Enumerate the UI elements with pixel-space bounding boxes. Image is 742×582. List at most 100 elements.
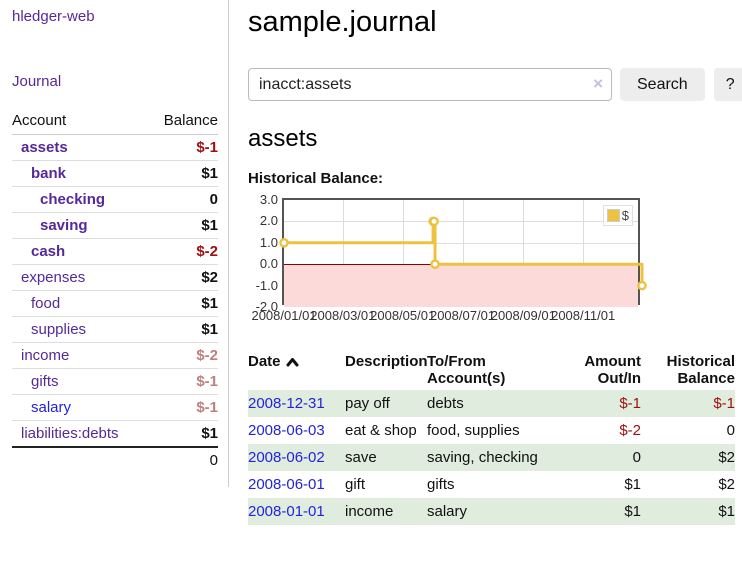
y-tick-label: 3.0	[259, 192, 278, 207]
account-cell: food	[12, 290, 115, 317]
account-row: assets $-1	[12, 135, 218, 161]
account-balance: $1	[115, 212, 218, 239]
account-row: checking 0	[12, 186, 218, 213]
account-link[interactable]: supplies	[31, 321, 87, 338]
data-point-marker	[429, 216, 439, 227]
transaction-description: save	[345, 449, 377, 466]
account-cell: expenses	[12, 264, 115, 291]
search-bar: × Search ?	[248, 68, 742, 101]
chart-plot-column: $ 2008/01/01 2008/03/01 2008/05/01 2008/07/…	[251, 198, 647, 326]
account-cell: checking	[12, 186, 115, 213]
gridline-vertical	[403, 200, 404, 303]
gridline-vertical	[343, 200, 344, 303]
chart-title: Historical Balance:	[248, 170, 384, 187]
gridline-vertical	[463, 200, 464, 303]
account-row: salary $-1	[12, 394, 218, 421]
account-link[interactable]: bank	[31, 165, 67, 182]
transaction-date-link[interactable]: 2008-01-01	[248, 503, 325, 520]
main-content: sample.journal × Search ? assets Histori…	[229, 0, 742, 525]
transaction-row: 2008-06-03 eat & shop food, supplies $-2 0	[248, 417, 735, 444]
account-link[interactable]: expenses	[21, 269, 86, 286]
transaction-date-cell: 2008-06-03	[248, 417, 345, 444]
account-row: bank $1	[12, 160, 218, 187]
x-tick-label: 2008/11/01	[551, 308, 616, 323]
transaction-date-link[interactable]: 2008-06-02	[248, 449, 325, 466]
sidebar-item-journal[interactable]: Journal	[12, 73, 62, 90]
legend-label: $	[621, 208, 629, 223]
account-link[interactable]: liabilities:debts	[21, 425, 119, 442]
transaction-date-cell: 2008-06-02	[248, 444, 345, 471]
chart-x-axis: 2008/01/01 2008/03/01 2008/05/01 2008/07/01…	[251, 308, 640, 326]
negative-region-fill	[284, 264, 638, 307]
transaction-balance: $1	[718, 503, 735, 520]
account-link[interactable]: income	[21, 347, 70, 364]
series-line	[279, 216, 647, 291]
transaction-date-cell: 2008-12-31	[248, 390, 345, 417]
sort-ascending-icon	[286, 354, 299, 371]
y-tick-label: 1.0	[259, 234, 278, 250]
account-link[interactable]: checking	[40, 191, 106, 208]
transaction-accounts: salary	[427, 503, 468, 520]
account-link[interactable]: salary	[31, 399, 72, 416]
account-link[interactable]: saving	[40, 217, 88, 234]
account-cell: liabilities:debts	[12, 420, 119, 447]
account-heading: assets	[248, 125, 318, 152]
account-balance: $-2	[115, 342, 218, 369]
legend-swatch	[606, 209, 620, 222]
transaction-row: 2008-01-01 income salary $1 $1	[248, 498, 735, 525]
column-header-date[interactable]: Date	[248, 350, 345, 390]
y-tick-label: -1.0	[255, 277, 278, 293]
account-total-row: 0	[12, 446, 218, 473]
clear-search-icon[interactable]: ×	[593, 74, 603, 93]
x-tick-label: 2008/01/01	[251, 308, 317, 323]
transaction-row: 2008-06-02 save saving, checking 0 $2	[248, 444, 735, 471]
transaction-date-link[interactable]: 2008-06-01	[248, 476, 325, 493]
total-balance: 0	[115, 446, 218, 473]
data-point-marker	[279, 238, 289, 248]
transaction-description: gift	[345, 476, 366, 493]
account-link[interactable]: cash	[31, 243, 66, 260]
gridline-horizontal	[284, 221, 638, 222]
account-row: supplies $1	[12, 316, 218, 343]
account-table-header: Account Balance	[12, 108, 218, 135]
transaction-description: income	[345, 503, 394, 520]
help-button[interactable]: ?	[713, 68, 742, 101]
transaction-accounts: gifts	[427, 476, 455, 493]
account-cell: assets	[12, 135, 115, 161]
account-link[interactable]: gifts	[31, 373, 59, 390]
transaction-row: 2008-12-31 pay off debts $-1 $-1	[248, 390, 735, 417]
transaction-row: 2008-06-01 gift gifts $1 $2	[248, 471, 735, 498]
balance-column-header: Balance	[115, 108, 218, 135]
transaction-amount: $1	[624, 476, 641, 493]
transaction-date-link[interactable]: 2008-12-31	[248, 395, 325, 412]
gridline-vertical	[583, 200, 584, 303]
account-row: food $1	[12, 290, 218, 317]
transaction-date-link[interactable]: 2008-06-03	[248, 422, 325, 439]
sidebar: hledger-web Journal Account Balance asse…	[0, 0, 229, 487]
transaction-amount: $-2	[619, 422, 641, 439]
account-row: gifts $-1	[12, 368, 218, 395]
y-tick-label: 2.0	[259, 213, 278, 229]
account-row: liabilities:debts $1	[12, 420, 218, 447]
search-button[interactable]: Search	[620, 68, 705, 101]
account-cell: saving	[12, 212, 115, 239]
account-balance: $-1	[115, 368, 218, 395]
account-link[interactable]: assets	[21, 139, 68, 156]
account-balance: $1	[115, 290, 218, 317]
transaction-amount: $1	[624, 503, 641, 520]
account-balance: 0	[115, 186, 218, 213]
chart-plot: $	[279, 198, 647, 307]
balance-chart: 3.0 2.0 1.0 0.0 -1.0 -2.0 $ 2008/01/01 2008/03…	[248, 192, 742, 326]
account-cell: bank	[12, 160, 115, 187]
account-balance: $1	[115, 160, 218, 187]
transaction-balance: $2	[718, 476, 735, 493]
x-tick-label: 2008/07/01	[429, 308, 496, 323]
brand-link[interactable]: hledger-web	[12, 8, 95, 25]
account-link[interactable]: food	[31, 295, 61, 312]
search-input[interactable]	[248, 68, 612, 101]
account-column-header: Account	[12, 108, 115, 135]
transaction-description: eat & shop	[345, 422, 417, 439]
y-tick-label: 0.0	[259, 256, 278, 272]
account-cell: gifts	[12, 368, 115, 395]
column-header-accounts: To/From Account(s)	[427, 353, 506, 387]
